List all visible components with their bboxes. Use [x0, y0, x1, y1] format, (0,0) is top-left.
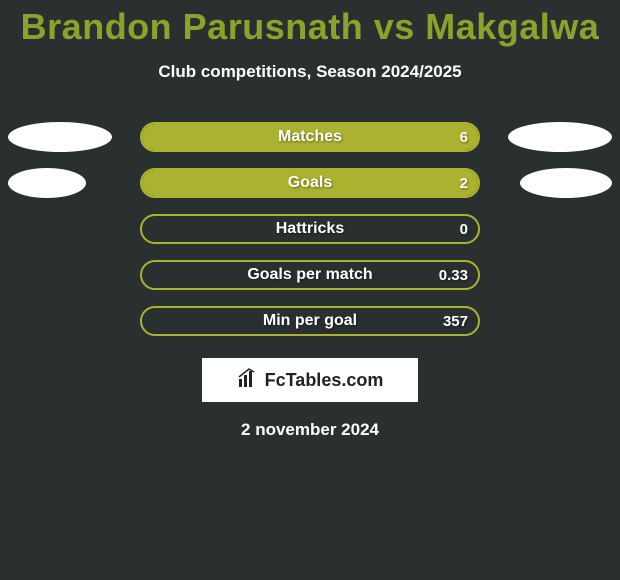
- left-ellipse: [8, 122, 112, 152]
- stat-label: Matches: [142, 124, 478, 150]
- page-title: Brandon Parusnath vs Makgalwa: [0, 0, 620, 48]
- stat-bar: Min per goal357: [140, 306, 480, 336]
- stat-bar: Hattricks0: [140, 214, 480, 244]
- stat-value: 6: [460, 124, 468, 150]
- brand-box[interactable]: FcTables.com: [202, 358, 418, 402]
- left-ellipse: [8, 168, 86, 198]
- stat-bar: Goals per match0.33: [140, 260, 480, 290]
- stat-value: 0.33: [439, 262, 468, 288]
- stat-value: 0: [460, 216, 468, 242]
- stat-row: Goals2: [0, 168, 620, 198]
- stat-value: 357: [443, 308, 468, 334]
- stats-panel: Matches6Goals2Hattricks0Goals per match0…: [0, 122, 620, 336]
- stat-bar: Matches6: [140, 122, 480, 152]
- stat-row: Hattricks0: [0, 214, 620, 244]
- stat-row: Goals per match0.33: [0, 260, 620, 290]
- subtitle: Club competitions, Season 2024/2025: [0, 62, 620, 82]
- footer-date: 2 november 2024: [0, 420, 620, 440]
- right-ellipse: [520, 168, 612, 198]
- stat-label: Min per goal: [142, 308, 478, 334]
- stat-value: 2: [460, 170, 468, 196]
- brand-text: FcTables.com: [265, 370, 384, 391]
- stat-bar: Goals2: [140, 168, 480, 198]
- right-ellipse: [508, 122, 612, 152]
- stat-label: Hattricks: [142, 216, 478, 242]
- stat-row: Matches6: [0, 122, 620, 152]
- stat-row: Min per goal357: [0, 306, 620, 336]
- chart-icon: [237, 367, 259, 394]
- stat-label: Goals per match: [142, 262, 478, 288]
- stat-label: Goals: [142, 170, 478, 196]
